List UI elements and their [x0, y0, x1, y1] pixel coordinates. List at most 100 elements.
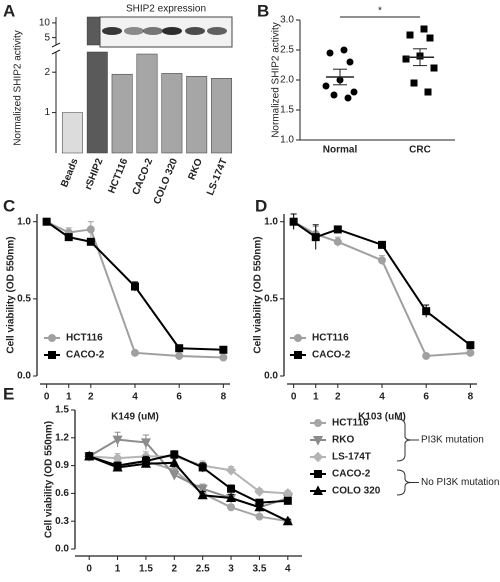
bar — [161, 73, 183, 154]
marker — [466, 341, 475, 350]
bar — [61, 112, 83, 154]
x-tick-label: 2.5 — [196, 564, 210, 575]
marker — [140, 458, 151, 468]
y-axis-label: Normalized SHIP2 activity — [13, 30, 24, 146]
bar — [136, 53, 158, 154]
marker — [312, 451, 324, 463]
legend-brace — [396, 418, 412, 462]
x-tick-label: 6 — [176, 392, 182, 403]
y-tick-label: 1 — [44, 107, 50, 118]
legend-label: HCT116 — [66, 333, 103, 344]
legend-label: CACO-2 — [332, 469, 371, 480]
y-tick-label: 1.2 — [55, 432, 69, 443]
y-tick-label: 0.0 — [17, 371, 31, 382]
marker — [378, 240, 386, 249]
marker — [424, 88, 432, 96]
y-tick-label: 0.5 — [17, 293, 31, 304]
x-tick-label: 1.5 — [139, 564, 153, 575]
y-tick-label: 1.0 — [280, 135, 294, 146]
marker — [254, 486, 265, 497]
marker — [311, 233, 320, 242]
marker — [112, 452, 123, 464]
inset-title: SHIP2 expression — [126, 4, 206, 15]
y-tick-label: 0.3 — [55, 516, 69, 527]
y-tick-label: 1.0 — [17, 216, 31, 227]
marker — [314, 419, 322, 427]
marker — [112, 435, 123, 446]
y-tick-label: 0.9 — [55, 460, 69, 471]
marker — [406, 31, 414, 39]
blot-band — [162, 27, 182, 35]
marker — [350, 88, 358, 96]
marker — [219, 345, 228, 354]
marker — [170, 450, 179, 459]
annotation: * — [378, 6, 382, 17]
y-tick-label: 10 — [39, 18, 51, 29]
legend-label: LS-174T — [332, 452, 371, 463]
marker — [219, 353, 228, 362]
marker — [333, 237, 342, 246]
series-line — [46, 220, 224, 359]
x-tick-label: 8 — [468, 392, 474, 403]
legend-group-label: No PI3K mutation — [421, 477, 499, 488]
marker — [131, 348, 139, 357]
x-tick-label: 2 — [88, 392, 94, 403]
marker — [289, 217, 298, 226]
x-tick-label: RKO — [186, 157, 205, 182]
marker — [294, 334, 302, 342]
legend-brace — [396, 469, 412, 496]
x-tick-label: Beads — [59, 157, 81, 189]
x-tick-label: 4 — [132, 392, 138, 403]
marker — [42, 217, 51, 226]
y-tick-label: 0.0 — [55, 544, 69, 555]
series-line — [88, 453, 288, 504]
marker — [112, 461, 123, 472]
marker — [282, 515, 293, 526]
axis-break — [51, 42, 61, 48]
marker — [64, 233, 73, 242]
marker — [86, 225, 95, 234]
y-axis-label: Normalized SHIP2 activity — [271, 22, 282, 138]
blot-band — [207, 27, 227, 35]
marker — [175, 344, 184, 353]
bar — [211, 78, 233, 154]
y-tick-label: 0.5 — [264, 293, 278, 304]
legend-label: CACO-2 — [66, 350, 105, 361]
series-line — [293, 220, 471, 346]
x-tick-label: 8 — [221, 392, 227, 403]
marker — [175, 351, 184, 360]
x-axis-label: K103 (uM) — [358, 412, 406, 423]
marker — [197, 484, 208, 495]
x-tick-label: 2 — [335, 392, 341, 403]
y-tick-label: 1.5 — [55, 405, 69, 416]
y-tick-label: 0.6 — [55, 488, 69, 499]
marker — [86, 237, 95, 246]
marker — [422, 351, 431, 360]
y-axis-label: Cell viability (OD 550nm) — [44, 421, 55, 538]
legend-label: RKO — [332, 435, 354, 446]
y-tick-label: 5 — [44, 32, 50, 43]
marker — [140, 438, 151, 449]
marker — [169, 457, 180, 467]
x-tick-label: 0 — [44, 392, 50, 403]
blot-band — [185, 27, 205, 35]
blot-band — [143, 27, 163, 35]
y-tick-label: 2.0 — [280, 75, 294, 86]
x-tick-label: 1 — [66, 392, 72, 403]
marker — [225, 464, 237, 476]
y-tick-label: 2.5 — [280, 45, 294, 56]
panel-letter: B — [257, 1, 269, 20]
marker — [312, 436, 324, 446]
marker — [197, 489, 208, 500]
marker — [227, 503, 236, 512]
marker — [340, 46, 348, 54]
x-tick-label: Normal — [323, 145, 358, 156]
x-tick-label: 4 — [379, 392, 385, 403]
panel-letter: C — [3, 196, 15, 215]
marker — [169, 470, 180, 481]
legend-label: COLO 320 — [332, 486, 381, 497]
x-tick-label: 1 — [115, 564, 121, 575]
marker — [312, 485, 324, 495]
marker — [294, 351, 302, 359]
